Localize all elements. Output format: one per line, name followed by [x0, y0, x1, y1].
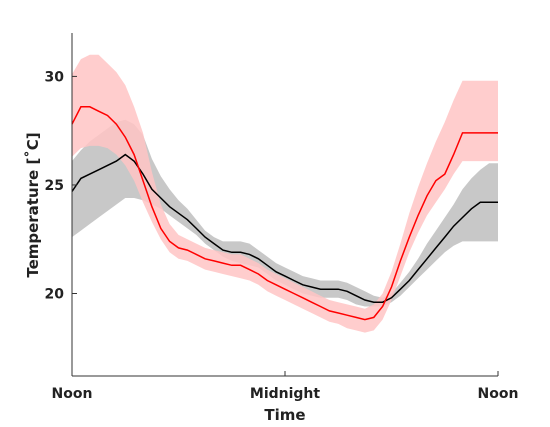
x-tick-label: Noon — [52, 386, 93, 402]
series-0-line — [71, 153, 498, 303]
x-axis-title: Time — [264, 406, 305, 424]
series-lines — [71, 106, 498, 321]
x-tick-label: Midnight — [250, 386, 321, 402]
confidence-bands — [72, 54, 498, 333]
series-1-line — [71, 106, 498, 321]
ticks — [71, 75, 499, 376]
tick-labels: 20 25 30 Noon Midnight Noon — [45, 69, 519, 402]
y-axis-title: Temperature [˚C] — [24, 132, 42, 277]
x-tick-label: Noon — [478, 386, 519, 402]
y-tick-label: 25 — [45, 178, 64, 194]
y-tick-label: 20 — [45, 287, 65, 303]
y-tick-label: 30 — [45, 69, 65, 85]
